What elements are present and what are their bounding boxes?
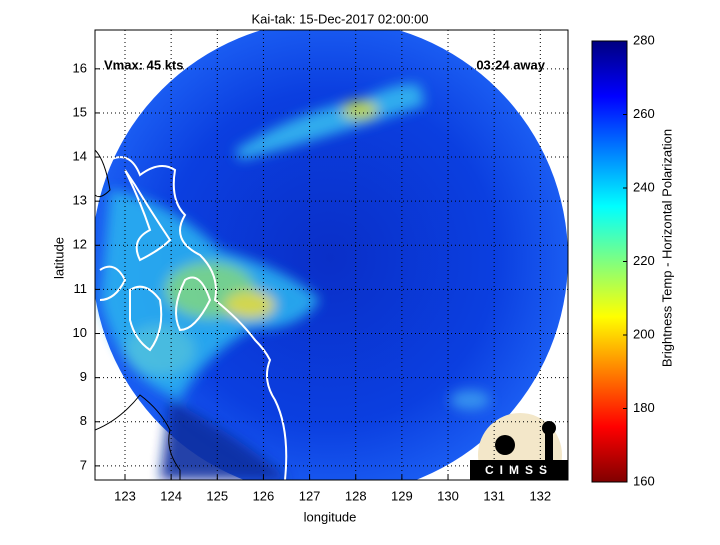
x-tick-label: 126 bbox=[253, 488, 275, 503]
x-tick-label: 130 bbox=[437, 488, 459, 503]
annotation: 03:24 away bbox=[476, 57, 545, 72]
y-tick-label: 15 bbox=[73, 104, 87, 119]
x-axis-label: longitude bbox=[304, 509, 357, 524]
y-tick-label: 11 bbox=[74, 281, 88, 296]
colorbar-tick-label: 200 bbox=[633, 326, 655, 341]
plot-frame bbox=[94, 29, 569, 481]
y-tick-label: 14 bbox=[73, 148, 87, 163]
y-tick-label: 12 bbox=[73, 237, 87, 252]
colorbar-tick-label: 260 bbox=[633, 106, 655, 121]
x-tick-label: 132 bbox=[529, 488, 551, 503]
y-axis-label: latitude bbox=[51, 237, 66, 279]
colorbar-tick-label: 160 bbox=[633, 473, 655, 488]
satellite-swath: CIMSS bbox=[95, 30, 568, 480]
x-tick-label: 124 bbox=[160, 488, 182, 503]
x-tick-label: 125 bbox=[206, 488, 228, 503]
colorbar-tick-label: 180 bbox=[633, 400, 655, 415]
x-tick-label: 123 bbox=[114, 488, 136, 503]
chart-title: Kai-tak: 15-Dec-2017 02:00:00 bbox=[251, 11, 428, 26]
colorbar-label: Brightness Temp - Horizontal Polarizatio… bbox=[659, 129, 674, 367]
y-tick-label: 9 bbox=[80, 369, 87, 384]
colorbar bbox=[591, 40, 628, 483]
x-tick-label: 128 bbox=[345, 488, 367, 503]
y-tick-label: 8 bbox=[80, 413, 87, 428]
x-tick-label: 129 bbox=[391, 488, 413, 503]
colorbar-tick-label: 240 bbox=[633, 179, 655, 194]
y-tick-label: 16 bbox=[73, 60, 87, 75]
colorbar-tick-label: 220 bbox=[633, 253, 655, 268]
y-tick-label: 10 bbox=[73, 325, 87, 340]
colorbar-tick-label: 280 bbox=[633, 32, 655, 47]
x-tick-label: 131 bbox=[483, 488, 505, 503]
y-tick-label: 7 bbox=[80, 457, 87, 472]
logo-text: CIMSS bbox=[485, 463, 553, 477]
y-tick-label: 13 bbox=[73, 193, 87, 208]
x-tick-label: 127 bbox=[299, 488, 321, 503]
